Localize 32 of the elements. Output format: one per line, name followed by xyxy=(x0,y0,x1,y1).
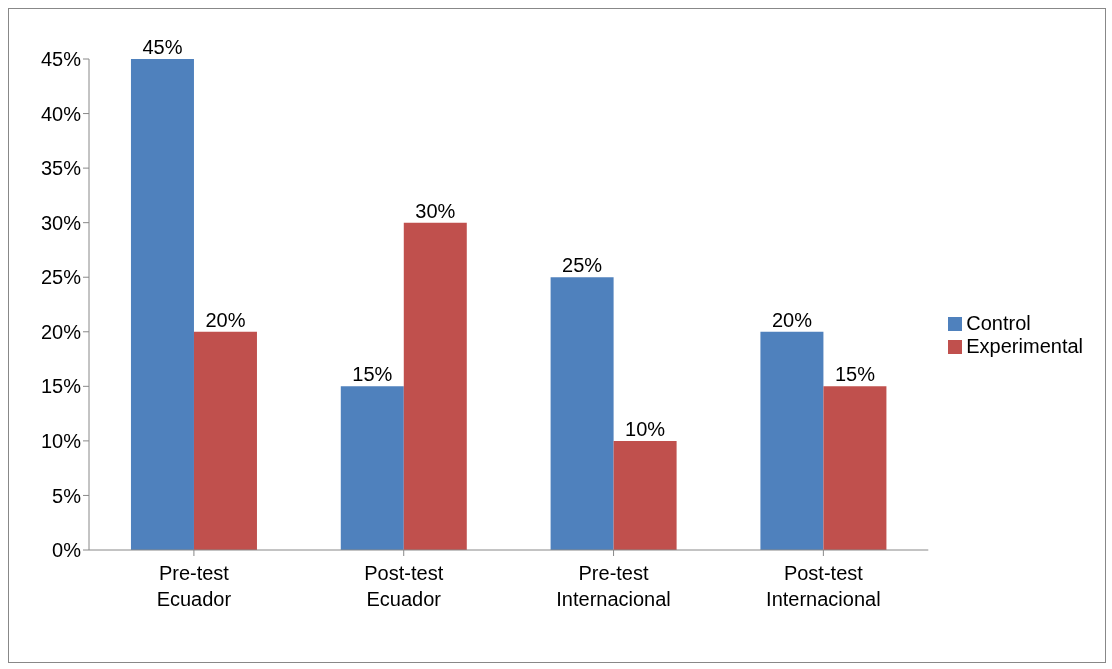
y-tick-label: 5% xyxy=(52,484,82,507)
y-tick-label: 20% xyxy=(40,320,82,343)
y-tick-label: 15% xyxy=(40,375,82,398)
bar xyxy=(613,440,677,550)
bar xyxy=(193,331,257,550)
data-label: 20% xyxy=(771,308,813,331)
data-label: 15% xyxy=(352,363,393,386)
data-label: 20% xyxy=(205,308,246,331)
data-label: 45% xyxy=(142,36,183,58)
x-tick-label: Post-test Internacional xyxy=(766,562,881,610)
x-tick-label: Post-test Ecuador xyxy=(364,562,444,610)
x-tick-label: Pre-test Internacional xyxy=(556,562,671,610)
x-tick-label: Pre-test Ecuador xyxy=(156,562,232,610)
bar xyxy=(823,386,887,550)
data-label: 30% xyxy=(415,199,456,222)
bar xyxy=(403,222,467,550)
bar xyxy=(760,331,824,550)
y-tick-label: 40% xyxy=(40,102,82,125)
y-tick-label: 30% xyxy=(40,211,82,234)
legend-label: Control xyxy=(966,311,1031,334)
data-label: 10% xyxy=(625,417,666,440)
data-label: 15% xyxy=(834,363,876,386)
legend-label: Experimental xyxy=(966,334,1083,357)
data-label: 25% xyxy=(562,254,603,277)
bar xyxy=(550,277,614,550)
bar xyxy=(340,386,404,550)
y-tick-label: 35% xyxy=(40,157,82,180)
y-tick-label: 0% xyxy=(52,539,82,562)
y-tick-label: 45% xyxy=(40,48,82,71)
y-tick-label: 25% xyxy=(40,266,82,289)
bar xyxy=(130,59,194,550)
y-tick-label: 10% xyxy=(40,429,82,452)
